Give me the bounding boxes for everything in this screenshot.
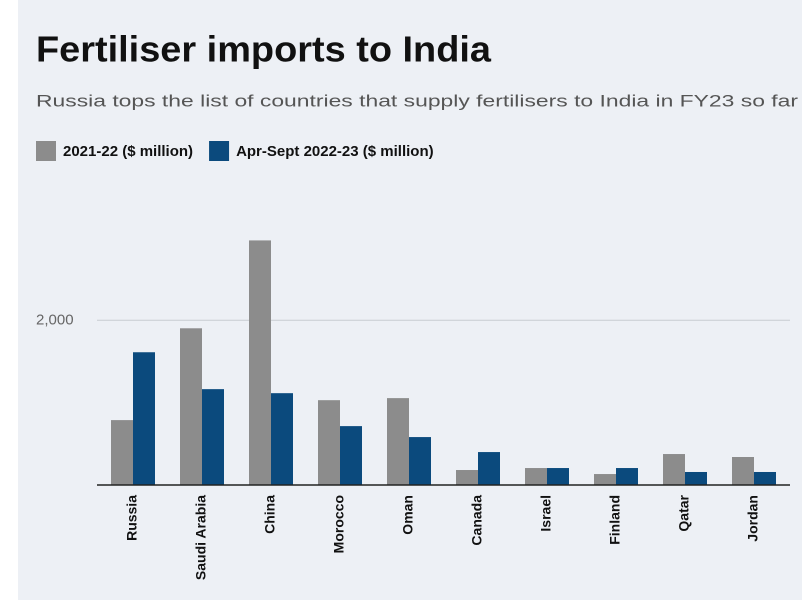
bar (202, 389, 224, 485)
x-tick-label: Jordan (745, 495, 761, 542)
legend-swatch (209, 141, 230, 161)
legend-swatch (36, 141, 56, 161)
bar (387, 398, 409, 485)
x-tick-label: Russia (124, 495, 140, 541)
bar (594, 474, 616, 485)
x-tick-label: Morocco (331, 495, 347, 553)
bar (133, 352, 155, 485)
y-tick-label: 2,000 (36, 311, 74, 328)
x-tick-label: China (262, 495, 278, 534)
x-tick-label: Oman (400, 495, 416, 535)
background (18, 0, 802, 600)
bar (318, 400, 340, 485)
x-tick-label: Qatar (676, 494, 692, 531)
bar (340, 426, 362, 485)
bar (685, 471, 707, 485)
bar (525, 468, 547, 485)
bar (547, 468, 569, 485)
bar (478, 452, 500, 485)
legend: 2021-22 ($ million) Apr-Sept 2022-23 ($ m… (36, 141, 434, 161)
bar (456, 470, 478, 485)
bar (271, 393, 293, 485)
legend-label: 2021-22 ($ million) (63, 143, 193, 160)
bar (616, 468, 638, 485)
chart-title: Fertiliser imports to India (36, 29, 492, 70)
chart-subtitle: Russia tops the list of countries that s… (36, 91, 798, 110)
x-tick-label: Saudi Arabia (193, 495, 209, 580)
bar (249, 240, 271, 485)
x-tick-label: Israel (538, 495, 554, 532)
bar (754, 471, 776, 485)
bar (180, 328, 202, 485)
legend-label: Apr-Sept 2022-23 ($ million) (236, 143, 434, 160)
bar (409, 437, 431, 485)
x-tick-label: Canada (469, 495, 485, 546)
bar (111, 420, 133, 485)
bar (663, 454, 685, 485)
x-tick-label: Finland (607, 495, 623, 545)
bar (732, 457, 754, 485)
